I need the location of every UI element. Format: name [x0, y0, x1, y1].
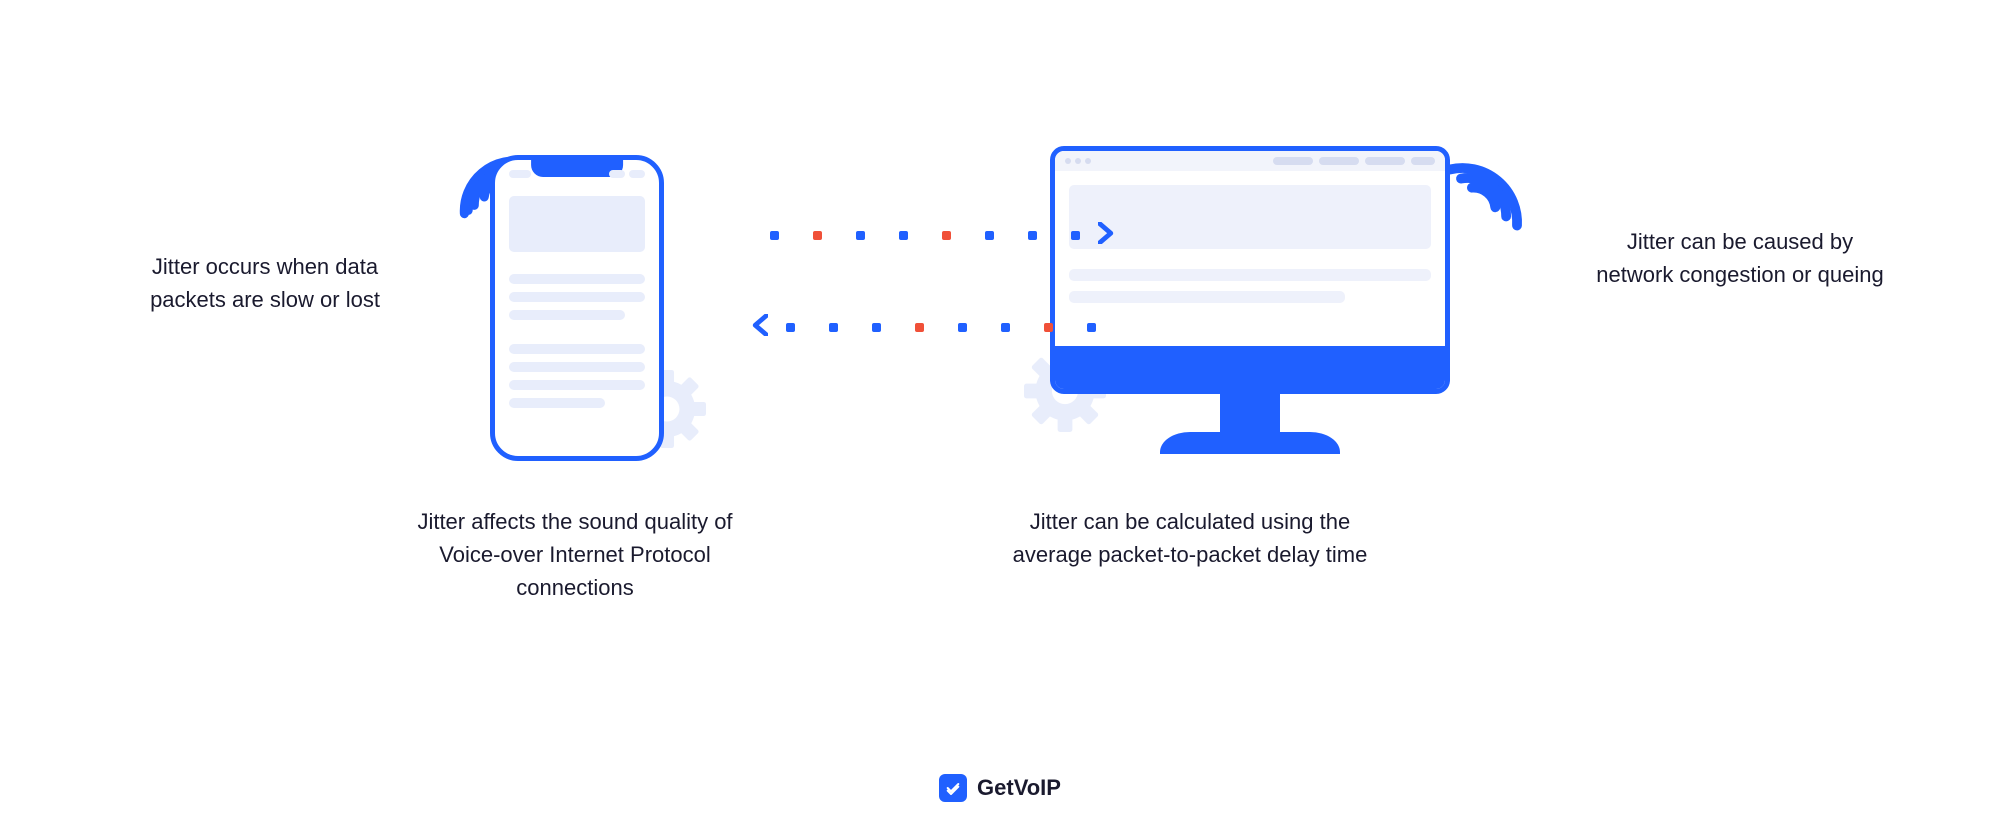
packet-dot	[985, 231, 994, 240]
packet-flow-bottom	[752, 314, 1096, 341]
packet-dot	[1087, 323, 1096, 332]
watermark: GetVoIP	[0, 774, 2000, 802]
watermark-badge-icon	[939, 774, 967, 802]
phone-device	[490, 155, 664, 461]
packet-dot	[770, 231, 779, 240]
phone-content-line	[509, 344, 645, 354]
phone-content-line	[509, 310, 625, 320]
chevron-right-icon	[1098, 222, 1114, 249]
packet-dot	[856, 231, 865, 240]
packet-dot	[899, 231, 908, 240]
monitor-device	[1050, 146, 1450, 466]
caption-phone-below-text: Jitter affects the sound quality of Voic…	[417, 509, 732, 600]
phone-status-pill	[509, 170, 531, 178]
caption-monitor-below: Jitter can be calculated using the avera…	[1000, 505, 1380, 571]
phone-content-line	[509, 380, 645, 390]
monitor-nav-pill	[1319, 157, 1359, 165]
phone-content-line	[509, 274, 645, 284]
monitor-base	[1160, 432, 1340, 454]
monitor-browser-bar	[1055, 151, 1445, 171]
packet-dot	[1028, 231, 1037, 240]
packet-dot	[813, 231, 822, 240]
phone-content-line	[509, 292, 645, 302]
monitor-content-block	[1069, 185, 1431, 249]
monitor-nav-pill	[1273, 157, 1313, 165]
phone-content-block	[509, 196, 645, 252]
monitor-frame	[1050, 146, 1450, 394]
caption-right-text: Jitter can be caused by network congesti…	[1596, 229, 1883, 287]
watermark-brand: GetVoIP	[977, 775, 1061, 801]
caption-left-text: Jitter occurs when data packets are slow…	[150, 254, 380, 312]
phone-status-pill	[609, 170, 625, 178]
packet-dot	[829, 323, 838, 332]
phone-content-line	[509, 362, 645, 372]
chevron-left-icon	[752, 314, 768, 341]
monitor-content-line	[1069, 291, 1345, 303]
packet-dot	[958, 323, 967, 332]
caption-phone-below: Jitter affects the sound quality of Voic…	[385, 505, 765, 604]
packet-dot	[1071, 231, 1080, 240]
packet-flow-top	[770, 222, 1114, 249]
packet-dot	[942, 231, 951, 240]
monitor-content-line	[1069, 269, 1431, 281]
monitor-bezel-bottom	[1050, 346, 1450, 394]
caption-right: Jitter can be caused by network congesti…	[1590, 225, 1890, 291]
caption-left: Jitter occurs when data packets are slow…	[115, 250, 415, 316]
packet-dot	[1001, 323, 1010, 332]
packet-dot	[915, 323, 924, 332]
caption-monitor-below-text: Jitter can be calculated using the avera…	[1013, 509, 1368, 567]
packet-dot	[786, 323, 795, 332]
phone-status-pill	[629, 170, 645, 178]
monitor-nav-pill	[1411, 157, 1435, 165]
phone-content-line	[509, 398, 605, 408]
monitor-stand	[1220, 394, 1280, 434]
monitor-nav-pill	[1365, 157, 1405, 165]
packet-dot	[872, 323, 881, 332]
packet-dot	[1044, 323, 1053, 332]
